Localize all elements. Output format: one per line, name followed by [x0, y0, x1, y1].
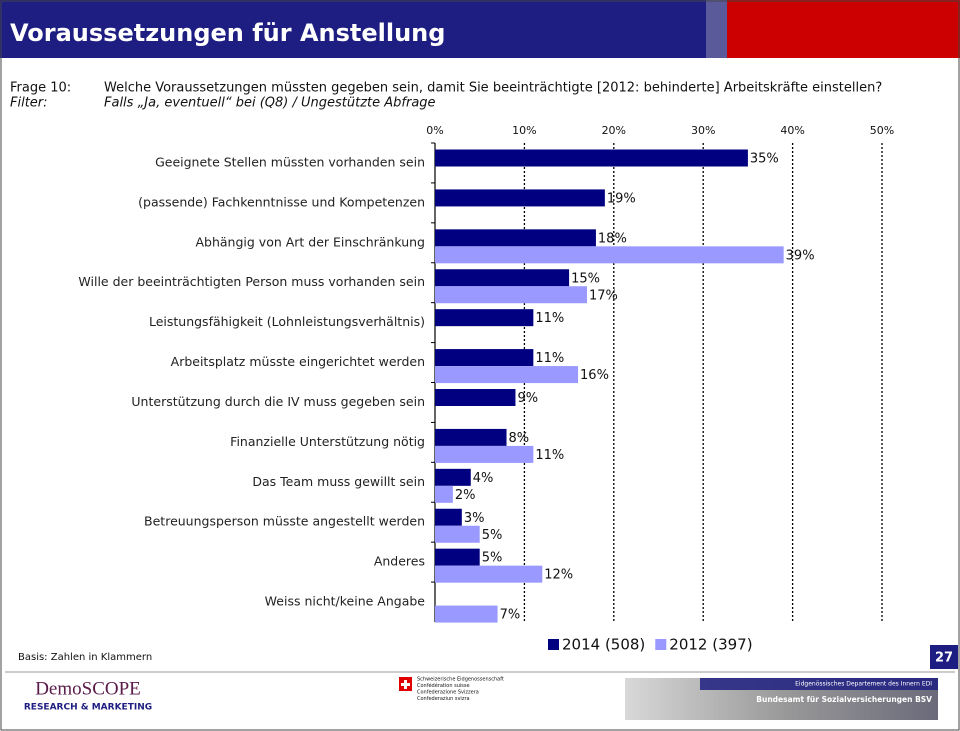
value-label: 15% — [571, 271, 600, 286]
value-label: 5% — [482, 551, 503, 566]
category-label: Anderes — [374, 554, 425, 569]
value-label: 5% — [482, 528, 503, 543]
category-label: Abhängig von Art der Einschränkung — [195, 234, 425, 249]
value-label: 11% — [535, 351, 564, 366]
bar — [435, 349, 534, 367]
value-label: 39% — [786, 248, 815, 263]
bar — [435, 525, 480, 543]
department: Eidgenössisches Departement des Innern E… — [795, 681, 932, 688]
bar — [435, 565, 543, 583]
x-tick-label: 10% — [512, 124, 536, 137]
bar — [435, 508, 462, 526]
value-label: 3% — [464, 511, 485, 526]
bar — [435, 229, 596, 247]
category-label: Arbeitsplatz müsste eingerichtet werden — [171, 354, 425, 369]
legend-label: 2014 (508) — [562, 636, 645, 654]
value-label: 7% — [500, 608, 521, 623]
value-label: 8% — [509, 431, 530, 446]
bar — [435, 605, 498, 623]
header-accent — [706, 0, 727, 58]
slide-title: Voraussetzungen für Anstellung — [10, 19, 445, 47]
category-label: Unterstützung durch die IV muss gegeben … — [131, 394, 425, 409]
logo-name: DemoSCOPE — [35, 678, 141, 699]
confederation-line: Confederazione Svizzera — [417, 690, 479, 696]
value-label: 35% — [750, 152, 779, 167]
bar — [435, 149, 748, 167]
value-label: 19% — [607, 191, 636, 206]
bar — [435, 389, 516, 406]
office: Bundesamt für Sozialversicherungen BSV — [756, 695, 932, 704]
category-label: Geeignete Stellen müssten vorhanden sein — [155, 154, 425, 169]
value-label: 11% — [535, 448, 564, 463]
x-tick-label: 0% — [426, 124, 443, 137]
swiss-cross — [401, 680, 410, 689]
bar — [435, 366, 579, 384]
question-text: Welche Voraussetzungen müssten gegeben s… — [104, 81, 882, 96]
value-label: 9% — [517, 391, 538, 406]
value-label: 17% — [589, 288, 618, 303]
legend-label: 2012 (397) — [669, 636, 752, 654]
page-number: 27 — [935, 651, 953, 666]
category-label: Wille der beeinträchtigten Person muss v… — [78, 274, 425, 289]
x-tick-label: 50% — [870, 124, 894, 137]
filter-text: Falls „Ja, eventuell“ bei (Q8) / Ungestü… — [104, 96, 436, 111]
bar — [435, 485, 453, 503]
bar — [435, 548, 480, 566]
x-tick-label: 20% — [602, 124, 626, 137]
category-label: Weiss nicht/keine Angabe — [265, 594, 426, 609]
value-label: 18% — [598, 231, 627, 246]
confederation-line: Confédération suisse — [417, 682, 470, 689]
header-red — [727, 0, 960, 58]
bar — [435, 468, 471, 486]
confederation-line: Schweizerische Eidgenossenschaft — [417, 677, 504, 683]
question-label: Frage 10: — [10, 81, 71, 96]
footer-image-strip — [700, 678, 938, 690]
category-label: (passende) Fachkenntnisse und Kompetenze… — [138, 194, 425, 209]
value-label: 2% — [455, 488, 476, 503]
bar — [435, 445, 534, 463]
confederation-line: Confederaziun svizra — [417, 696, 470, 702]
x-tick-label: 30% — [691, 124, 715, 137]
bar — [435, 428, 507, 446]
bar — [435, 309, 534, 327]
value-label: 4% — [473, 471, 494, 486]
logo-tagline: RESEARCH & MARKETING — [24, 703, 152, 713]
category-label: Finanzielle Unterstützung nötig — [230, 434, 425, 449]
bar — [435, 286, 587, 304]
value-label: 11% — [535, 311, 564, 326]
category-label: Das Team muss gewillt sein — [252, 474, 425, 489]
x-tick-label: 40% — [780, 124, 804, 137]
value-label: 16% — [580, 368, 609, 383]
legend-swatch — [655, 639, 667, 650]
page-number-box — [930, 645, 958, 669]
bar — [435, 269, 570, 287]
footer-note: Basis: Zahlen in Klammern — [18, 652, 152, 663]
filter-label: Filter: — [10, 96, 48, 111]
value-label: 12% — [544, 568, 573, 583]
legend-swatch — [548, 639, 559, 650]
bar — [435, 189, 605, 207]
category-label: Betreuungsperson müsste angestellt werde… — [144, 514, 425, 529]
category-label: Leistungsfähigkeit (Lohnleistungsverhält… — [149, 314, 425, 329]
bar — [435, 246, 784, 264]
